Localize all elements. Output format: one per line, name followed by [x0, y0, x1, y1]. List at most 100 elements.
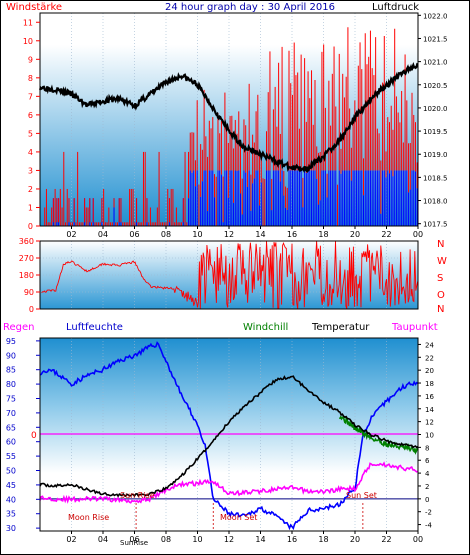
pressure-tick-label: 1020.5: [423, 82, 448, 90]
humidity-tick-label: 85: [6, 366, 16, 375]
humidity-tick-label: 55: [6, 452, 16, 461]
x-tick-label: 02: [66, 535, 76, 544]
x-tick-label: 14: [255, 230, 265, 239]
wind-speed-series: [44, 27, 418, 226]
pressure-tick-label: 1020.0: [423, 105, 448, 113]
humidity-tick-label: 40: [6, 495, 16, 504]
compass-label: W: [437, 256, 447, 267]
pressure-axis-title: Luftdruck: [372, 2, 419, 13]
x-tick-label: 22: [381, 535, 391, 544]
x-axis-ticks-bottom: 02 04 06 08 10 12 14 16 18 20 22 00: [66, 531, 423, 544]
compass-label: N: [437, 304, 444, 315]
pressure-series: [38, 62, 419, 174]
temperature-line: [39, 375, 419, 498]
temperature-tick-label: 0: [425, 496, 429, 504]
humidity-tick-label: 60: [6, 438, 16, 447]
wind-axis-title: Windstärke: [6, 2, 62, 13]
humidity-tick-label: 65: [6, 423, 16, 432]
temperature-tick-label: -2: [425, 509, 432, 517]
pressure-tick-label: 1019.5: [423, 128, 448, 136]
x-tick-label: 12: [224, 230, 234, 239]
x-tick-label: 20: [350, 535, 360, 544]
temperature-tick-label: 12: [425, 419, 434, 427]
temperature-series: [39, 341, 419, 531]
wind-tick-label: 7: [28, 92, 33, 101]
direction-tick-label: 90: [24, 288, 34, 297]
x-tick-label: 10: [192, 535, 202, 544]
compass-label: O: [437, 290, 445, 301]
pressure-axis: 1017.5 1018.0 1018.5 1019.0 1019.5 1020.0 1020…: [418, 12, 448, 229]
x-axis-ticks-top: 02 04 06 08 10 12 14 16 18 20 22 00: [66, 226, 423, 239]
wind-direction-series: [41, 241, 419, 309]
humidity-tick-label: 30: [6, 524, 16, 533]
x-tick-label: 00: [413, 535, 423, 544]
windchill-line: [339, 415, 419, 455]
wind-tick-label: 5: [28, 129, 33, 138]
pressure-tick-label: 1018.5: [423, 174, 448, 182]
temperature-tick-label: 14: [425, 406, 434, 414]
pressure-tick-label: 1018.0: [423, 198, 448, 206]
pressure-tick-label: 1017.5: [423, 221, 448, 229]
wind-direction-axis: 0 90 180 270 360: [19, 237, 40, 314]
direction-tick-label: 270: [19, 254, 34, 263]
legend-temperatur: Temperatur: [311, 322, 370, 333]
wind-tick-label: 0: [28, 222, 33, 231]
humidity-tick-label: 70: [6, 409, 16, 418]
direction-tick-label: 180: [19, 271, 34, 280]
temperature-tick-label: 16: [425, 393, 434, 401]
x-tick-label: 08: [161, 230, 171, 239]
dewpoint-line: [39, 461, 419, 504]
x-tick-label: 06: [129, 230, 139, 239]
temperature-tick-label: 22: [425, 354, 434, 362]
direction-tick-label: 0: [29, 305, 34, 314]
pressure-tick-label: 1021.5: [423, 35, 448, 43]
wind-axis: 0 1 2 3 4 5 6 7 8 9 10 11: [23, 18, 40, 231]
pressure-tick-label: 1022.0: [423, 12, 448, 20]
temperature-tick-label: 8: [425, 444, 429, 452]
x-tick-label: 00: [413, 230, 423, 239]
x-tick-label: 06: [129, 535, 139, 544]
humidity-tick-label: 80: [6, 380, 16, 389]
rain-zero-marker: 0: [31, 431, 37, 441]
temperature-tick-label: 18: [425, 380, 434, 388]
x-tick-label: 20: [350, 230, 360, 239]
sun-bottom-label: SunRise: [120, 539, 148, 547]
humidity-tick-label: 90: [6, 351, 16, 360]
x-tick-label: 18: [318, 535, 328, 544]
wind-tick-label: 1: [28, 203, 33, 212]
wind-tick-label: 11: [23, 18, 33, 27]
x-tick-label: 16: [287, 535, 297, 544]
legend-taupunkt: Taupunkt: [391, 322, 438, 333]
compass-label: S: [437, 273, 443, 284]
temperature-tick-label: 24: [425, 341, 434, 349]
wind-tick-label: 2: [28, 185, 33, 194]
x-tick-label: 14: [255, 535, 265, 544]
pressure-tick-label: 1019.0: [423, 151, 448, 159]
chart-title: 24 hour graph day : 30 April 2016: [165, 2, 335, 13]
wind-tick-label: 4: [28, 148, 33, 157]
temperature-tick-label: 4: [425, 470, 430, 478]
temperature-tick-label: 20: [425, 367, 434, 375]
humidity-tick-label: 50: [6, 467, 16, 476]
x-tick-label: 02: [66, 230, 76, 239]
wind-tick-label: 9: [28, 55, 33, 64]
temperature-tick-label: 2: [425, 483, 429, 491]
pressure-tick-label: 1021.0: [423, 59, 448, 67]
wind-tick-label: 3: [28, 166, 33, 175]
compass-label: N: [437, 239, 444, 250]
x-tick-label: 18: [318, 230, 328, 239]
wind-tick-label: 6: [28, 111, 33, 120]
pressure-line: [38, 62, 419, 174]
sun-set-label: Sun Set: [346, 491, 377, 500]
wind-tick-label: 8: [28, 74, 33, 83]
x-tick-label: 16: [287, 230, 297, 239]
moon-rise-label: Moon Rise: [68, 513, 109, 522]
moon-set-label: Moon Set: [220, 513, 257, 522]
temperature-tick-label: 6: [425, 457, 430, 465]
x-tick-label: 08: [161, 535, 171, 544]
legend-luftfeuchte: Luftfeuchte: [66, 322, 123, 333]
